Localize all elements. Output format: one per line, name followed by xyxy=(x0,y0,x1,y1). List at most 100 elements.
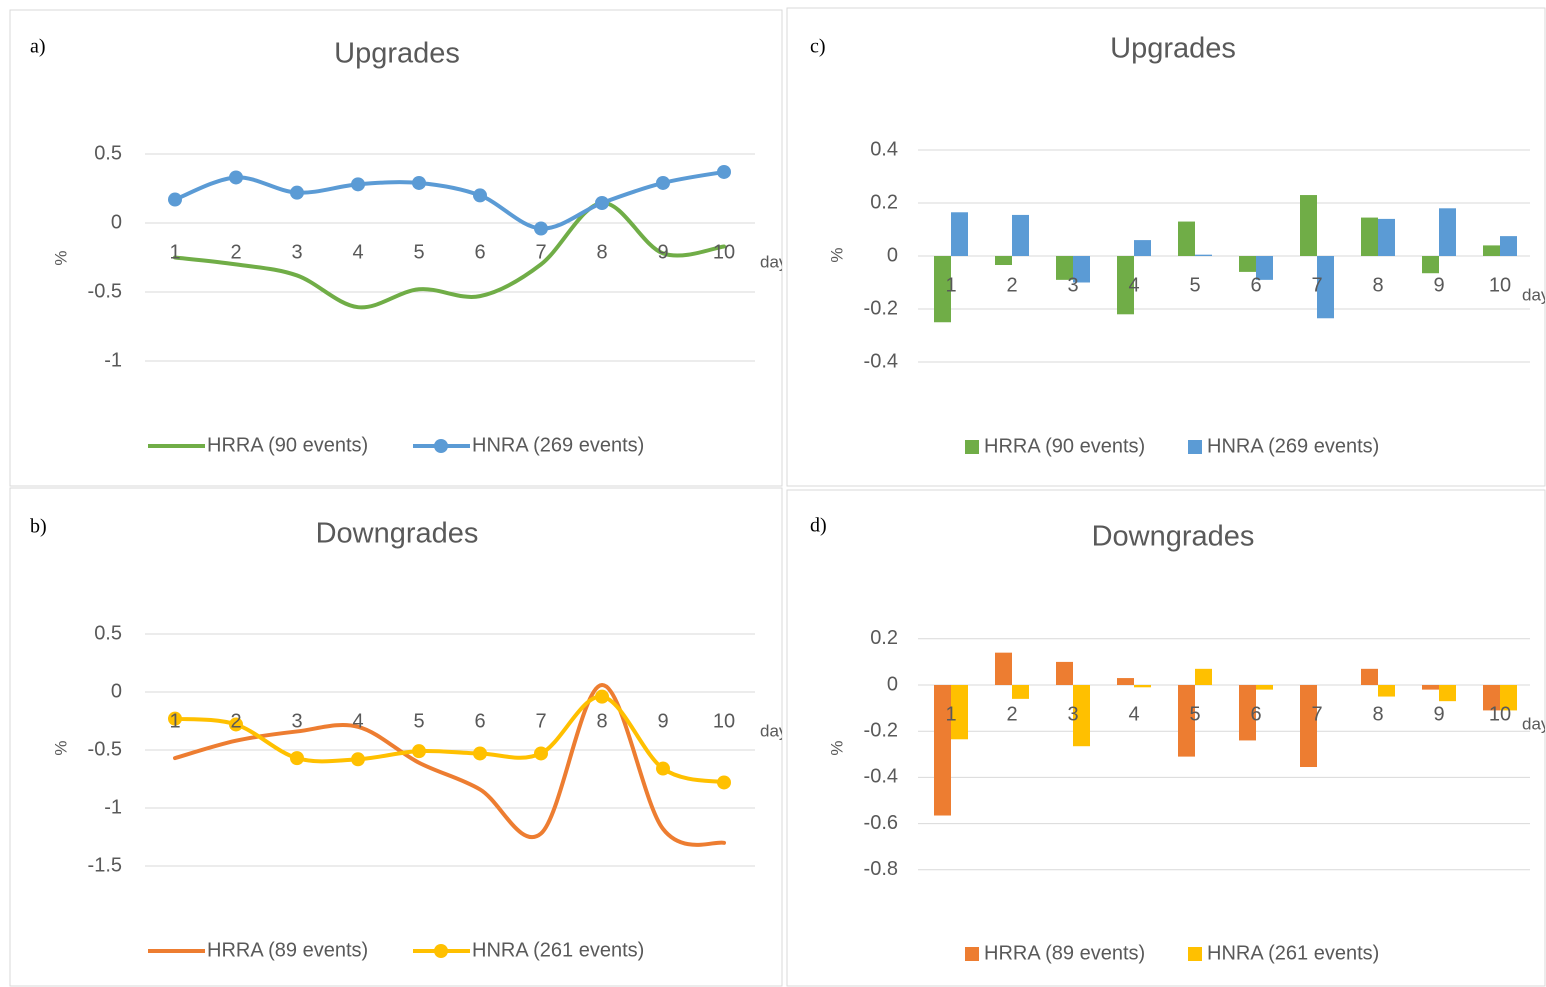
legend-swatch xyxy=(965,947,979,961)
series-line xyxy=(173,169,726,231)
marker xyxy=(656,175,670,190)
bar xyxy=(1361,217,1378,256)
series-line xyxy=(173,683,726,847)
bar xyxy=(995,256,1012,266)
y-tick-label: -0.4 xyxy=(864,350,898,372)
legend-swatch xyxy=(1188,947,1202,961)
x-axis-label: day xyxy=(760,252,788,271)
x-tick-label: 2 xyxy=(230,710,241,732)
x-tick-label: 4 xyxy=(352,241,363,263)
y-tick-label: 0.4 xyxy=(870,138,898,160)
y-tick-label: -0.2 xyxy=(864,297,898,319)
x-tick-label: 3 xyxy=(291,241,302,263)
y-tick-label: -0.5 xyxy=(88,280,122,302)
y-tick-label: -0.2 xyxy=(864,719,898,741)
marker xyxy=(534,221,548,236)
marker xyxy=(473,188,487,203)
series-line xyxy=(173,694,726,785)
marker xyxy=(595,195,609,210)
bar xyxy=(1256,256,1273,280)
x-tick-label: 8 xyxy=(596,241,607,263)
chart: b) Downgrades 0.5 0 -0.5 -1 -1.5% day 1 2 3 4 5 6 7 8 9 1… xyxy=(30,516,788,962)
x-tick-label: 2 xyxy=(1006,274,1017,296)
bar xyxy=(1073,685,1090,747)
marker xyxy=(717,164,731,179)
bar xyxy=(951,685,968,740)
y-axis-label: % xyxy=(51,740,70,755)
y-axis-label: % xyxy=(827,740,846,755)
x-tick-label: 9 xyxy=(657,710,668,732)
x-tick-label: 1 xyxy=(169,241,180,263)
bar xyxy=(1422,685,1439,690)
y-tick-label: -0.6 xyxy=(864,812,898,834)
bar xyxy=(934,685,951,816)
x-tick-label: 2 xyxy=(1006,703,1017,725)
bar xyxy=(1256,685,1273,690)
legend-label: HNRA (269 events) xyxy=(472,434,644,456)
series-line xyxy=(173,200,726,310)
x-tick-label: 6 xyxy=(474,710,485,732)
x-tick-label: 10 xyxy=(1489,274,1511,296)
bar xyxy=(1117,678,1134,685)
legend-label: HRRA (90 events) xyxy=(984,435,1145,457)
y-tick-label: -0.8 xyxy=(864,858,898,880)
marker xyxy=(656,761,670,776)
bar xyxy=(1378,218,1395,256)
x-tick-label: 7 xyxy=(535,710,546,732)
panel-label: b) xyxy=(30,516,47,538)
bar xyxy=(1300,195,1317,256)
bar xyxy=(1300,685,1317,768)
x-tick-label: 5 xyxy=(1189,274,1200,296)
marker xyxy=(168,711,182,726)
chart-title: Downgrades xyxy=(1092,521,1255,553)
legend-label: HRRA (90 events) xyxy=(207,434,368,456)
chart: d) Downgrades 0.2 0 -0.2 -0.4 -0.6 -0.8% day 1 2 3 4… xyxy=(810,515,1545,965)
bar xyxy=(1056,661,1073,685)
marker xyxy=(290,751,304,766)
y-tick-label: -0.5 xyxy=(88,738,122,760)
y-tick-label: 0 xyxy=(887,673,898,695)
marker xyxy=(717,775,731,790)
panel-border xyxy=(786,7,1546,487)
panel-label: c) xyxy=(810,36,826,58)
bar xyxy=(1195,668,1212,685)
chart: a) Upgrades 0.5 0 -0.5 -1% day 1 2 3 4 5 6 7 8 9 10 HRRA … xyxy=(30,36,788,457)
marker xyxy=(168,192,182,207)
x-tick-label: 7 xyxy=(1311,274,1322,296)
y-tick-label: 0 xyxy=(887,244,898,266)
marker xyxy=(290,185,304,200)
bar xyxy=(1239,685,1256,741)
legend-marker xyxy=(434,439,448,453)
x-tick-label: 2 xyxy=(230,241,241,263)
y-axis-label: % xyxy=(51,250,70,265)
x-axis-label: day xyxy=(760,721,788,740)
marker xyxy=(412,175,426,190)
y-tick-label: 0 xyxy=(111,680,122,702)
y-tick-label: 0.5 xyxy=(94,142,122,164)
legend-label: HRRA (89 events) xyxy=(984,942,1145,964)
y-tick-label: -1 xyxy=(104,796,122,818)
bar xyxy=(1012,214,1029,256)
x-tick-label: 8 xyxy=(596,710,607,732)
x-tick-label: 4 xyxy=(1128,703,1139,725)
y-tick-label: -1 xyxy=(104,349,122,371)
bar xyxy=(934,256,951,323)
x-tick-label: 4 xyxy=(1128,274,1139,296)
bar xyxy=(1361,668,1378,685)
bar xyxy=(1500,685,1517,711)
x-tick-label: 5 xyxy=(413,710,424,732)
x-axis-label: day xyxy=(1522,285,1546,304)
x-tick-label: 8 xyxy=(1372,274,1383,296)
legend-label: HNRA (261 events) xyxy=(472,939,644,961)
x-tick-label: 3 xyxy=(291,710,302,732)
legend-label: HNRA (269 events) xyxy=(1207,435,1379,457)
legend-swatch xyxy=(1188,440,1202,454)
panel-label: d) xyxy=(810,515,827,537)
bar xyxy=(1483,245,1500,256)
x-tick-label: 7 xyxy=(535,241,546,263)
y-tick-label: -1.5 xyxy=(88,854,122,876)
x-tick-label: 6 xyxy=(1250,274,1261,296)
marker xyxy=(534,746,548,761)
